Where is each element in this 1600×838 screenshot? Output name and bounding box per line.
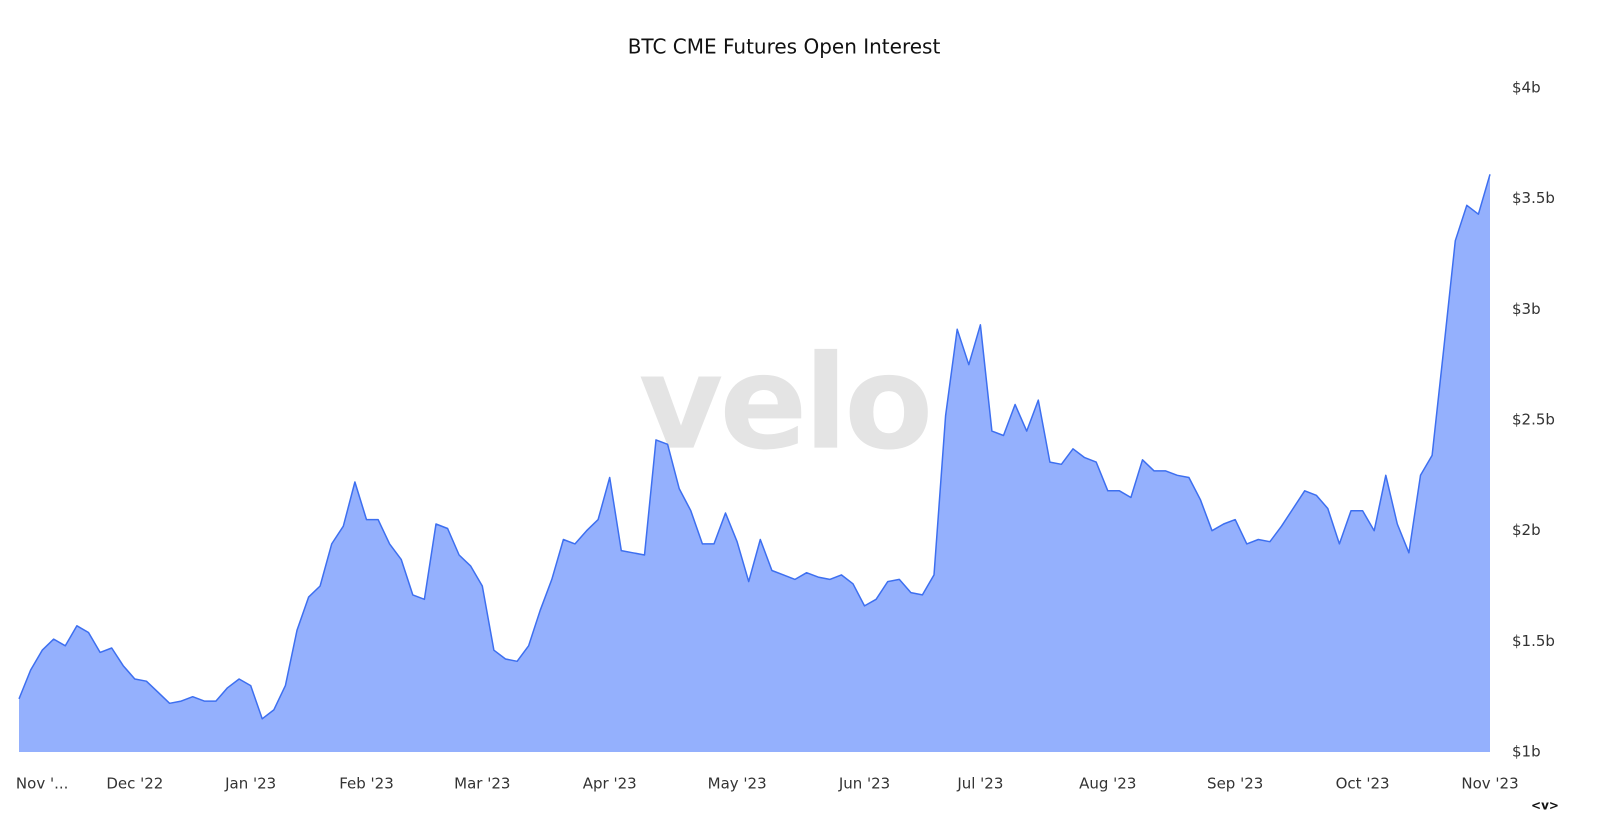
chart-title: BTC CME Futures Open Interest bbox=[628, 35, 941, 59]
x-tick-label: May '23 bbox=[708, 775, 767, 793]
x-tick-label: Sep '23 bbox=[1207, 775, 1263, 793]
x-tick-label: Nov '23 bbox=[1461, 775, 1518, 793]
y-tick-label: $1b bbox=[1512, 743, 1541, 761]
x-tick-label: Mar '23 bbox=[454, 775, 510, 793]
x-tick-label: Jun '23 bbox=[838, 775, 890, 793]
x-tick-label: Jan '23 bbox=[224, 775, 276, 793]
y-tick-label: $2.5b bbox=[1512, 411, 1555, 429]
area-line bbox=[18, 174, 1491, 720]
x-tick-label: Aug '23 bbox=[1079, 775, 1136, 793]
x-tick-label: Feb '23 bbox=[339, 775, 394, 793]
y-tick-label: $4b bbox=[1512, 79, 1541, 97]
watermark: velo bbox=[639, 327, 930, 479]
x-tick-label: Dec '22 bbox=[106, 775, 163, 793]
x-tick-label: Nov '... bbox=[16, 775, 68, 793]
y-tick-label: $1.5b bbox=[1512, 632, 1555, 650]
y-tick-label: $2b bbox=[1512, 521, 1541, 539]
y-tick-label: $3.5b bbox=[1512, 189, 1555, 207]
x-tick-label: Apr '23 bbox=[583, 775, 637, 793]
footer-mark: <v> bbox=[1531, 799, 1559, 813]
x-tick-label: Jul '23 bbox=[956, 775, 1003, 793]
area-fill bbox=[19, 174, 1490, 753]
x-tick-label: Oct '23 bbox=[1336, 775, 1390, 793]
y-tick-label: $3b bbox=[1512, 300, 1541, 318]
